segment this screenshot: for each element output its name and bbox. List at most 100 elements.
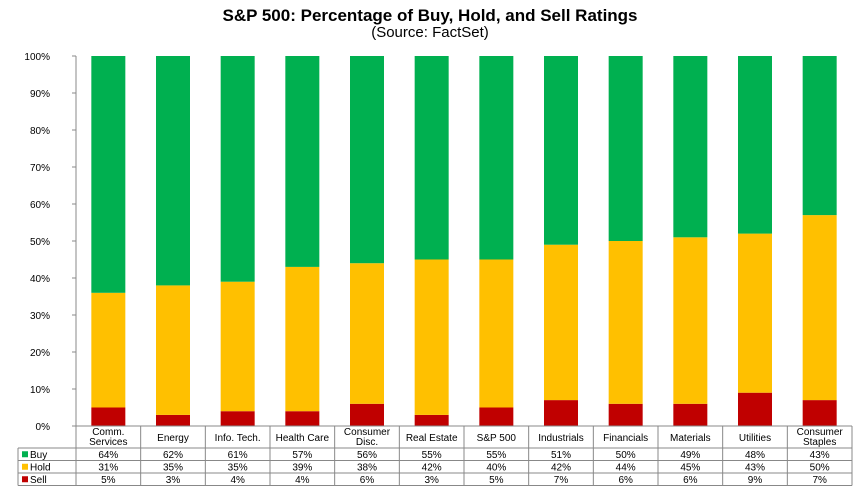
x-category-label: Health Care — [276, 433, 330, 444]
x-category-label: Real Estate — [406, 433, 458, 444]
y-tick-label: 90% — [30, 89, 50, 100]
bar-sell — [544, 400, 578, 426]
x-category-label: Staples — [803, 437, 836, 448]
legend-key-buy — [22, 451, 28, 458]
y-tick-label: 80% — [30, 126, 50, 137]
table-value: 45% — [680, 462, 700, 473]
y-tick-label: 20% — [30, 348, 50, 359]
bar-buy — [673, 56, 708, 238]
x-category-label: Materials — [670, 433, 711, 444]
table-value: 42% — [422, 462, 442, 473]
bar-buy — [350, 56, 384, 264]
y-tick-label: 100% — [24, 52, 50, 63]
bar-buy — [156, 56, 190, 286]
table-value: 35% — [228, 462, 248, 473]
y-tick-label: 70% — [30, 163, 50, 174]
y-tick-label: 50% — [30, 237, 50, 248]
y-tick-label: 0% — [36, 422, 51, 433]
x-category-label: Financials — [603, 433, 648, 444]
table-value: 44% — [616, 462, 636, 473]
bar-hold — [91, 292, 126, 408]
bar-hold — [414, 259, 449, 415]
bar-hold — [479, 259, 514, 408]
chart-subtitle: (Source: FactSet) — [371, 24, 489, 41]
bar-sell — [285, 411, 320, 426]
table-value: 62% — [163, 450, 183, 461]
x-category-label: Disc. — [356, 437, 378, 448]
bar-sell — [156, 414, 190, 426]
table-value: 42% — [551, 462, 571, 473]
x-category-label: Consumer — [344, 427, 391, 438]
bar-hold — [802, 215, 837, 401]
table-value: 40% — [486, 462, 506, 473]
x-category-label: Energy — [157, 433, 189, 444]
bar-sell — [673, 403, 708, 426]
bar-hold — [350, 263, 384, 404]
table-value: 6% — [360, 475, 375, 486]
bar-hold — [220, 281, 255, 412]
table-value: 4% — [295, 475, 310, 486]
table-value: 38% — [357, 462, 377, 473]
table-value: 4% — [230, 475, 245, 486]
table-value: 9% — [748, 475, 763, 486]
y-tick-label: 10% — [30, 385, 50, 396]
table-value: 39% — [292, 462, 312, 473]
legend-key-sell — [22, 476, 28, 483]
table-value: 31% — [98, 462, 118, 473]
bar-hold — [285, 266, 320, 412]
table-value: 55% — [422, 450, 442, 461]
table-value: 57% — [292, 450, 312, 461]
y-tick-label: 30% — [30, 311, 50, 322]
bar-buy — [91, 56, 126, 293]
bar-sell — [91, 407, 126, 426]
bar-buy — [220, 56, 255, 282]
x-category-label: Utilities — [739, 433, 771, 444]
x-category-label: S&P 500 — [477, 433, 517, 444]
table-value: 7% — [812, 475, 827, 486]
table-value: 64% — [98, 450, 118, 461]
bar-buy — [414, 56, 449, 260]
y-tick-label: 40% — [30, 274, 50, 285]
x-category-label: Consumer — [797, 427, 844, 438]
bar-buy — [802, 56, 837, 216]
bar-buy — [479, 56, 514, 260]
x-category-label: Industrials — [538, 433, 584, 444]
table-value: 48% — [745, 450, 765, 461]
bar-hold — [608, 241, 643, 404]
bar-sell — [479, 407, 514, 426]
table-value: 43% — [810, 450, 830, 461]
table-value: 55% — [486, 450, 506, 461]
table-value: 49% — [680, 450, 700, 461]
bar-hold — [544, 244, 578, 401]
chart-title: S&P 500: Percentage of Buy, Hold, and Se… — [222, 6, 638, 25]
table-value: 56% — [357, 450, 377, 461]
table-value: 3% — [166, 475, 181, 486]
bar-hold — [156, 285, 190, 415]
legend-key-hold — [22, 463, 28, 470]
bar-sell — [802, 400, 837, 426]
table-value: 51% — [551, 450, 571, 461]
table-value: 50% — [810, 462, 830, 473]
table-value: 7% — [554, 475, 569, 486]
bar-buy — [608, 56, 643, 241]
bar-hold — [738, 233, 772, 393]
table-value: 3% — [424, 475, 439, 486]
bar-buy — [285, 56, 320, 267]
table-value: 43% — [745, 462, 765, 473]
table-value: 6% — [618, 475, 633, 486]
y-tick-label: 60% — [30, 200, 50, 211]
x-category-label: Info. Tech. — [215, 433, 261, 444]
bar-sell — [608, 403, 643, 426]
table-value: 61% — [228, 450, 248, 461]
bar-buy — [738, 56, 772, 234]
table-value: 35% — [163, 462, 183, 473]
bar-hold — [673, 237, 708, 404]
bar-sell — [220, 411, 255, 426]
x-category-label: Comm. — [92, 427, 124, 438]
x-category-label: Services — [89, 437, 127, 448]
table-value: 5% — [101, 475, 116, 486]
bar-sell — [738, 392, 772, 426]
bar-buy — [544, 56, 578, 245]
table-value: 6% — [683, 475, 698, 486]
